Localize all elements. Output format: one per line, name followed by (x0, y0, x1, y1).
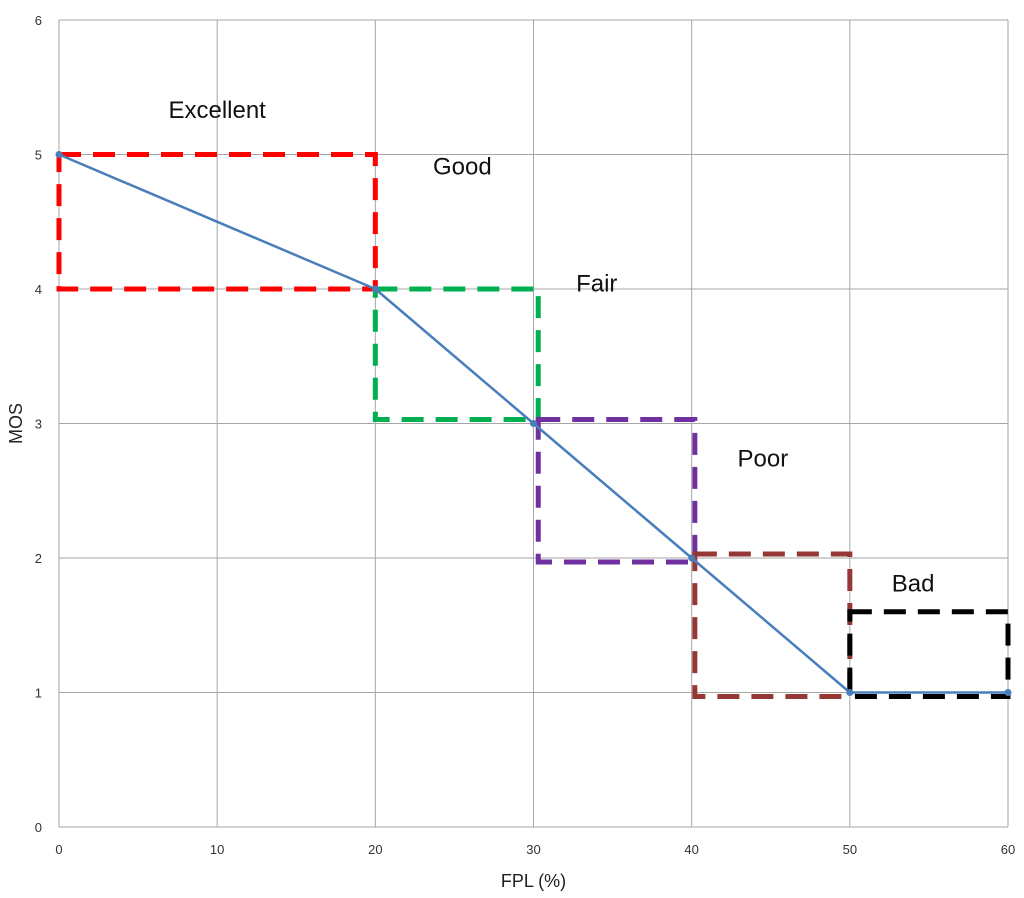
data-point (530, 420, 537, 427)
series-line (58, 153, 1008, 694)
region-label-excellent: Excellent (168, 97, 266, 124)
y-tick-label: 4 (35, 282, 42, 297)
region-labels: Excellent Good Fair Poor Bad (168, 97, 934, 597)
x-tick-label: 50 (843, 842, 857, 857)
tick-labels: 0 10 20 30 40 50 60 0 1 2 3 4 5 6 (35, 13, 1015, 857)
x-axis-title: FPL (%) (501, 871, 566, 891)
y-tick-label: 5 (35, 148, 42, 163)
region-box-good (372, 286, 541, 422)
y-tick-label: 3 (35, 417, 42, 432)
x-tick-label: 20 (368, 842, 382, 857)
region-box-poor (692, 551, 853, 700)
x-tick-label: 10 (210, 842, 224, 857)
y-tick-label: 2 (35, 551, 42, 566)
data-point (371, 285, 379, 293)
region-label-fair: Fair (576, 271, 617, 298)
region-box-excellent (56, 152, 378, 292)
data-point (1004, 689, 1012, 696)
grid (58, 19, 1009, 828)
region-box-fair (535, 416, 698, 565)
y-axis-title: MOS (6, 403, 26, 444)
series (55, 151, 1012, 696)
x-tick-label: 30 (526, 842, 540, 857)
data-point (688, 554, 696, 562)
y-tick-label: 6 (35, 13, 42, 28)
y-tick-label: 1 (35, 686, 42, 701)
quality-regions (56, 152, 1011, 700)
x-tick-label: 0 (55, 842, 62, 857)
data-point (55, 151, 63, 158)
region-label-poor: Poor (737, 446, 788, 473)
data-point (846, 689, 854, 696)
x-tick-label: 40 (684, 842, 698, 857)
y-tick-label: 0 (35, 820, 42, 835)
x-tick-label: 60 (1001, 842, 1015, 857)
region-label-bad: Bad (892, 571, 935, 598)
region-label-good: Good (433, 154, 492, 181)
region-box-bad (847, 609, 1011, 700)
